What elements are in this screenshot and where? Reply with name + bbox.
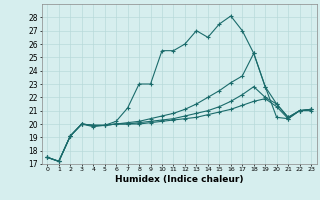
- X-axis label: Humidex (Indice chaleur): Humidex (Indice chaleur): [115, 175, 244, 184]
